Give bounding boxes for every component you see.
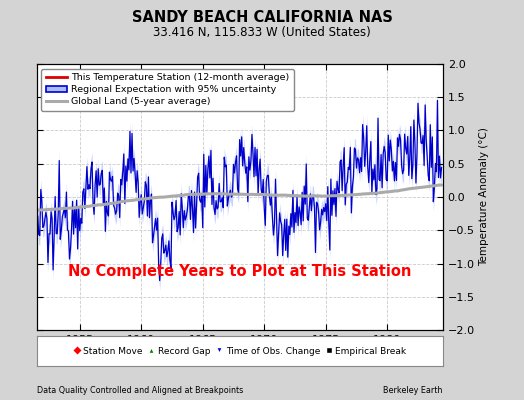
Text: Data Quality Controlled and Aligned at Breakpoints: Data Quality Controlled and Aligned at B…	[37, 386, 243, 395]
Legend: Station Move, Record Gap, Time of Obs. Change, Empirical Break: Station Move, Record Gap, Time of Obs. C…	[73, 346, 407, 356]
Text: No Complete Years to Plot at This Station: No Complete Years to Plot at This Statio…	[68, 264, 411, 279]
Y-axis label: Temperature Anomaly (°C): Temperature Anomaly (°C)	[479, 128, 489, 266]
Text: Berkeley Earth: Berkeley Earth	[384, 386, 443, 395]
Legend: This Temperature Station (12-month average), Regional Expectation with 95% uncer: This Temperature Station (12-month avera…	[41, 69, 293, 111]
Text: 33.416 N, 115.833 W (United States): 33.416 N, 115.833 W (United States)	[153, 26, 371, 39]
Text: SANDY BEACH CALIFORNIA NAS: SANDY BEACH CALIFORNIA NAS	[132, 10, 392, 25]
